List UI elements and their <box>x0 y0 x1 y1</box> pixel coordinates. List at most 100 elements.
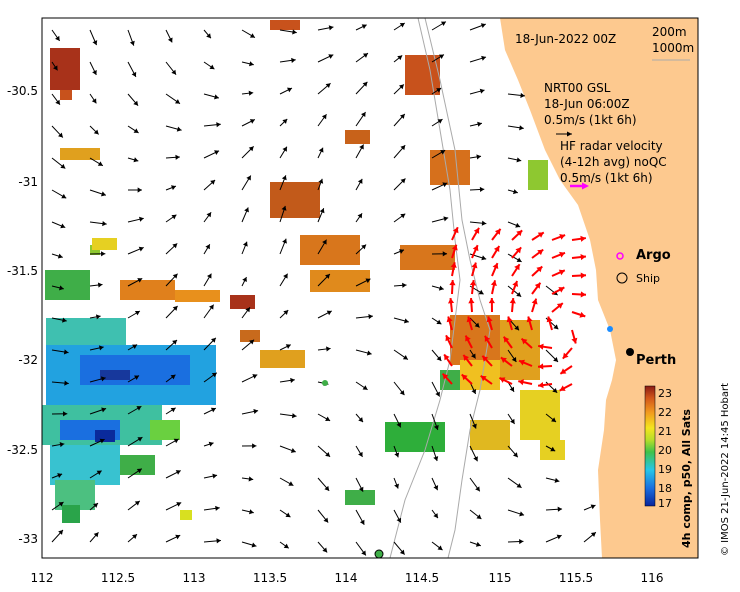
hf-arrow-head <box>559 385 566 391</box>
current-arrow-head <box>134 500 140 506</box>
current-arrow-head <box>60 163 66 169</box>
hf-arrow-head <box>518 379 524 386</box>
current-arrow-head <box>176 502 182 507</box>
colorbar-tick: 22 <box>658 406 672 419</box>
hf-arrow-head <box>512 280 519 287</box>
current-arrow-head <box>172 273 178 279</box>
colorbar-tick: 23 <box>658 387 672 400</box>
hf-arrow-head <box>534 282 541 289</box>
current-arrow-head <box>358 417 364 423</box>
current-arrow-head <box>129 40 135 46</box>
current-arrow-head <box>60 223 66 229</box>
hf-arrow-head <box>519 359 525 366</box>
current-arrow-head <box>209 304 214 310</box>
current-arrow-head <box>516 291 522 297</box>
y-tick: -31.5 <box>7 264 38 278</box>
hf-arrow-head <box>560 368 567 374</box>
hf-arrow-head <box>546 316 553 323</box>
hf-arrow-head <box>471 262 478 269</box>
colorbar-tick: 18 <box>658 482 672 495</box>
current-arrow-head <box>325 274 330 279</box>
x-tick: 112 <box>31 571 54 585</box>
current-arrow-head <box>324 485 330 491</box>
current-arrow-head <box>400 213 406 219</box>
current-arrow-head <box>366 350 372 356</box>
current-arrow-head <box>171 214 177 220</box>
hf-arrow-head <box>468 298 475 304</box>
current-arrow-head <box>368 314 373 320</box>
current-arrow-head <box>133 128 139 133</box>
hf-arrow-head <box>580 235 586 242</box>
current-arrow-head <box>95 314 101 320</box>
current-arrow-head <box>433 425 439 430</box>
current-arrow-head <box>479 88 485 94</box>
current-arrow-head <box>359 519 365 525</box>
current-arrow-head <box>282 238 287 244</box>
current-arrow-head <box>132 344 138 350</box>
hf-arrow-head <box>461 374 468 381</box>
hf-arrow-head <box>472 245 479 252</box>
hf-arrow-head <box>559 251 565 258</box>
current-arrow-head <box>242 241 248 247</box>
x-tick: 114 <box>335 571 358 585</box>
depth-200-label: 200m <box>652 25 687 39</box>
current-arrow-head <box>210 407 216 413</box>
current-arrow-head <box>58 529 63 535</box>
current-arrow-head <box>211 372 217 378</box>
current-arrow-head <box>513 452 518 458</box>
current-arrow-head <box>442 251 448 257</box>
current-arrow-head <box>437 545 443 551</box>
current-arrow-head <box>399 114 405 119</box>
hf-arrow-head <box>558 269 565 276</box>
colorbar-tick: 21 <box>658 425 672 438</box>
current-arrow-head <box>137 278 143 283</box>
current-arrow-head <box>477 121 482 127</box>
current-arrow-head <box>471 353 476 359</box>
credit: © IMOS 21-Jun-2022 14:45 Hobart <box>720 383 731 556</box>
colorbar-tick: 19 <box>658 463 672 476</box>
x-tick: 112.5 <box>101 571 135 585</box>
current-arrow-head <box>212 473 218 479</box>
hf-arrow-head <box>499 377 506 383</box>
current-arrow-head <box>249 61 254 67</box>
current-arrow-head <box>285 512 291 518</box>
current-arrow-head <box>58 132 63 138</box>
current-arrow-head <box>64 380 69 386</box>
current-arrow-head <box>291 57 296 63</box>
current-arrow-head <box>281 205 287 211</box>
current-arrow-head <box>436 355 442 361</box>
hf-arrow-head <box>580 272 586 279</box>
current-arrow-head <box>321 114 327 120</box>
current-arrow-head <box>400 178 406 184</box>
current-arrow-head <box>96 470 102 476</box>
hf-arrow-head <box>526 316 533 323</box>
hf-arrow-head <box>521 338 528 345</box>
hf-arrow-head <box>580 253 586 261</box>
current-arrow-head <box>322 547 328 553</box>
current-arrow-head <box>170 407 176 413</box>
current-arrow-head <box>519 511 525 517</box>
current-arrow-head <box>291 413 297 419</box>
current-arrow-head <box>62 411 68 417</box>
current-arrow-head <box>362 385 368 390</box>
current-arrow-head <box>362 81 368 87</box>
current-arrow-head <box>62 317 67 323</box>
current-arrow-head <box>57 253 63 259</box>
current-arrow-head <box>511 356 517 362</box>
current-arrow-head <box>397 55 403 61</box>
y-tick: -31 <box>18 175 38 189</box>
current-arrow-head <box>556 534 562 540</box>
current-arrow-head <box>206 273 212 279</box>
current-arrow-head <box>167 37 173 43</box>
hf-arrow-head <box>452 227 459 234</box>
mooring-marker-icon <box>607 326 613 332</box>
current-arrow-head <box>519 125 524 131</box>
current-arrow-head <box>91 98 97 104</box>
hf-arrow-head <box>506 316 513 323</box>
current-arrow-head <box>357 213 363 219</box>
current-arrow-head <box>215 505 220 511</box>
current-arrow-head <box>101 191 106 197</box>
hf-arrow-head <box>516 230 523 237</box>
current-arrow-head <box>138 246 144 252</box>
current-arrow-head <box>440 150 446 155</box>
